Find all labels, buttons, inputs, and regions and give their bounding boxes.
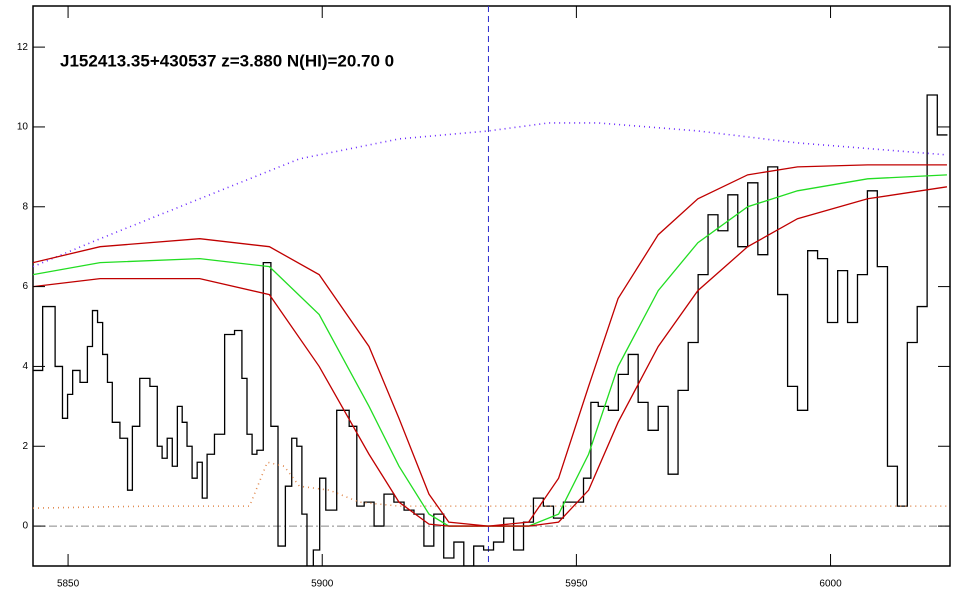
plot-frame: [32, 5, 951, 567]
series-line: [33, 461, 947, 509]
y-tick-label: 12: [17, 42, 29, 53]
y-tick-label: 6: [22, 281, 28, 292]
y-tick-label: 4: [22, 361, 28, 372]
series-line: [33, 174, 947, 527]
chart-title: J152413.35+430537 z=3.880 N(HI)=20.70 0: [60, 51, 394, 70]
series-line: [33, 94, 948, 566]
y-tick-label: 8: [22, 201, 28, 212]
y-tick-label: 2: [22, 441, 28, 452]
x-tick-label: 5900: [311, 579, 334, 590]
x-tick-label: 5950: [565, 579, 588, 590]
x-tick-label: 6000: [819, 579, 842, 590]
y-tick-label: 10: [17, 122, 29, 133]
series-line: [33, 186, 948, 527]
x-tick-label: 5850: [57, 579, 80, 590]
series-line: [33, 164, 947, 527]
series-line: [33, 122, 948, 268]
y-tick-label: 0: [22, 521, 28, 532]
plot-area: [33, 6, 950, 566]
